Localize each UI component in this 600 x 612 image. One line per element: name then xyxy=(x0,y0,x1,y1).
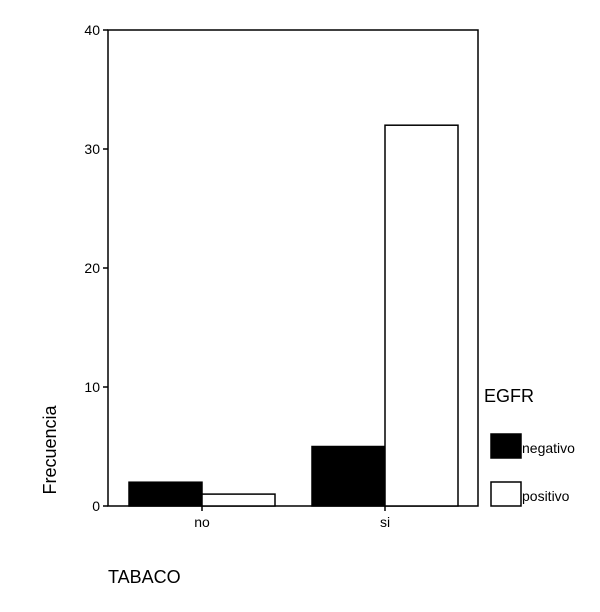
y-tick-labels: 0 10 20 30 40 xyxy=(84,22,100,514)
y-tick-label: 30 xyxy=(84,141,100,157)
y-tick-label: 40 xyxy=(84,22,100,38)
legend: EGFR negativo positivo xyxy=(484,386,575,507)
legend-swatch-positivo xyxy=(490,481,522,507)
bars xyxy=(128,124,459,507)
legend-swatch-negativo xyxy=(490,433,522,459)
legend-title: EGFR xyxy=(484,386,534,406)
bar-negativo-si xyxy=(311,445,386,507)
x-tick-label: no xyxy=(194,514,210,530)
y-tick-label: 20 xyxy=(84,260,100,276)
y-tick-label: 0 xyxy=(92,498,100,514)
legend-items: negativo positivo xyxy=(490,433,575,507)
bar-negativo-no xyxy=(128,481,203,507)
legend-label-positivo: positivo xyxy=(522,488,570,504)
x-tick-labels: no si xyxy=(194,514,390,530)
axes xyxy=(103,29,386,511)
bar-positivo-no xyxy=(201,493,276,507)
x-axis-title: TABACO xyxy=(108,567,181,587)
legend-label-negativo: negativo xyxy=(522,440,575,456)
y-axis-title: Frecuencia xyxy=(40,404,60,494)
bar-positivo-si xyxy=(384,124,459,507)
y-tick-label: 10 xyxy=(84,379,100,395)
x-tick-label: si xyxy=(380,514,390,530)
